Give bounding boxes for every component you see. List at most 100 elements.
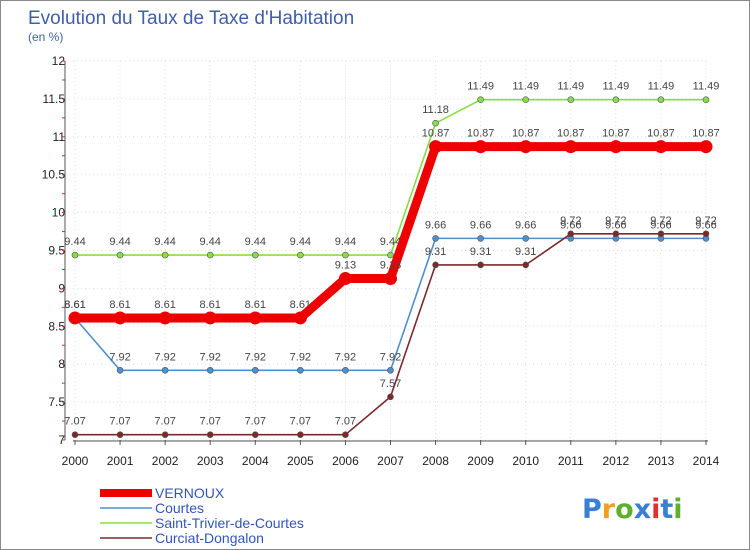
legend-entry: Curciat-Dongalon: [155, 530, 264, 546]
data-label: 10.87: [422, 128, 450, 140]
data-point: [612, 230, 620, 238]
data-label: 11.49: [467, 81, 494, 93]
legend-entry: VERNOUX: [155, 485, 225, 501]
proxiti-logo[interactable]: Proxiti: [582, 494, 683, 525]
data-point: [206, 251, 214, 259]
proxiti-logo-text: Proxiti: [582, 494, 683, 525]
data-point: [293, 311, 307, 325]
x-tick-label: 2003: [197, 454, 224, 468]
data-point: [387, 251, 394, 259]
data-point: [477, 96, 484, 103]
logo-letter: P: [582, 494, 602, 525]
logo-letter: i: [673, 494, 682, 525]
data-label: 9.66: [650, 219, 671, 231]
data-point: [251, 431, 259, 438]
data-label: 8.61: [200, 299, 221, 311]
data-point: [116, 431, 124, 438]
data-point: [699, 140, 713, 154]
data-point: [113, 311, 127, 325]
data-label: 11.49: [557, 81, 584, 93]
data-label: 10.87: [512, 128, 540, 140]
data-point: [702, 230, 710, 238]
data-point: [387, 366, 394, 374]
data-point: [612, 96, 620, 103]
plot-background: [73, 61, 708, 440]
data-point: [342, 251, 349, 259]
data-label: 8.61: [154, 299, 175, 311]
data-label: 11.49: [693, 81, 720, 93]
x-tick-label: 2007: [377, 454, 404, 468]
y-tick-label: 10.5: [42, 168, 66, 182]
data-label: 9.44: [335, 236, 356, 248]
data-point: [477, 261, 484, 269]
data-label: 8.61: [245, 299, 266, 311]
x-tick-label: 2001: [107, 454, 134, 468]
data-label: 9.44: [200, 236, 221, 248]
data-point: [432, 235, 439, 242]
data-point: [342, 431, 349, 438]
data-label: 9.13: [335, 260, 356, 272]
x-tick-label: 2013: [648, 454, 675, 468]
data-point: [567, 230, 575, 238]
x-tick-label: 2002: [152, 454, 179, 468]
data-label: 7.92: [245, 351, 266, 363]
data-point: [429, 140, 443, 154]
data-point: [161, 431, 169, 438]
y-tick-label: 11: [53, 130, 66, 144]
chart-title: Evolution du Taux de Taxe d'Habitation: [28, 8, 354, 29]
data-label: 7.07: [154, 416, 175, 428]
data-label: 7.92: [200, 351, 221, 363]
legend-entry: Courtes: [155, 500, 204, 516]
x-tick-label: 2009: [467, 454, 494, 468]
data-label: 9.31: [470, 246, 491, 258]
y-tick-label: 7.5: [48, 395, 65, 409]
data-point: [297, 251, 304, 259]
data-label: 10.87: [602, 128, 630, 140]
logo-letter: x: [634, 494, 651, 525]
data-label: 9.66: [515, 219, 536, 231]
data-point: [158, 311, 172, 325]
data-label: 7.92: [290, 351, 311, 363]
data-label: 9.13: [380, 260, 401, 272]
y-tick-label: 9.5: [48, 244, 65, 258]
legend-entry: Saint-Trivier-de-Courtes: [155, 515, 304, 531]
y-tick-label: 11.5: [43, 92, 66, 106]
data-point: [251, 366, 259, 374]
logo-letter: i: [651, 494, 660, 525]
data-point: [432, 119, 439, 127]
data-point: [161, 251, 169, 259]
data-label: 7.07: [335, 416, 356, 428]
data-point: [248, 311, 262, 325]
data-point: [609, 140, 623, 154]
data-point: [206, 366, 214, 374]
data-label: 9.72: [560, 215, 581, 227]
data-point: [116, 366, 124, 374]
data-label: 10.87: [557, 128, 585, 140]
x-tick-label: 2010: [512, 454, 539, 468]
data-label: 9.66: [470, 219, 491, 231]
data-point: [297, 366, 304, 374]
logo-letter: r: [602, 494, 616, 525]
data-label: 9.44: [109, 236, 130, 248]
data-point: [116, 251, 124, 259]
data-label: 11.49: [648, 81, 675, 93]
data-label: 7.07: [290, 416, 311, 428]
data-point: [342, 366, 349, 374]
x-tick-label: 2005: [287, 454, 314, 468]
data-label: 11.18: [422, 104, 449, 116]
data-point: [71, 251, 79, 259]
y-tick-label: 10: [52, 206, 66, 220]
data-point: [522, 96, 530, 103]
data-label: 8.61: [64, 299, 85, 311]
data-point: [384, 272, 397, 286]
data-point: [657, 230, 665, 238]
data-point: [654, 140, 668, 154]
data-point: [567, 96, 575, 103]
data-label: 10.87: [692, 128, 720, 140]
data-point: [522, 261, 530, 269]
chart-subtitle: (en %): [28, 30, 63, 44]
data-label: 8.61: [290, 299, 311, 311]
data-point: [522, 235, 530, 242]
